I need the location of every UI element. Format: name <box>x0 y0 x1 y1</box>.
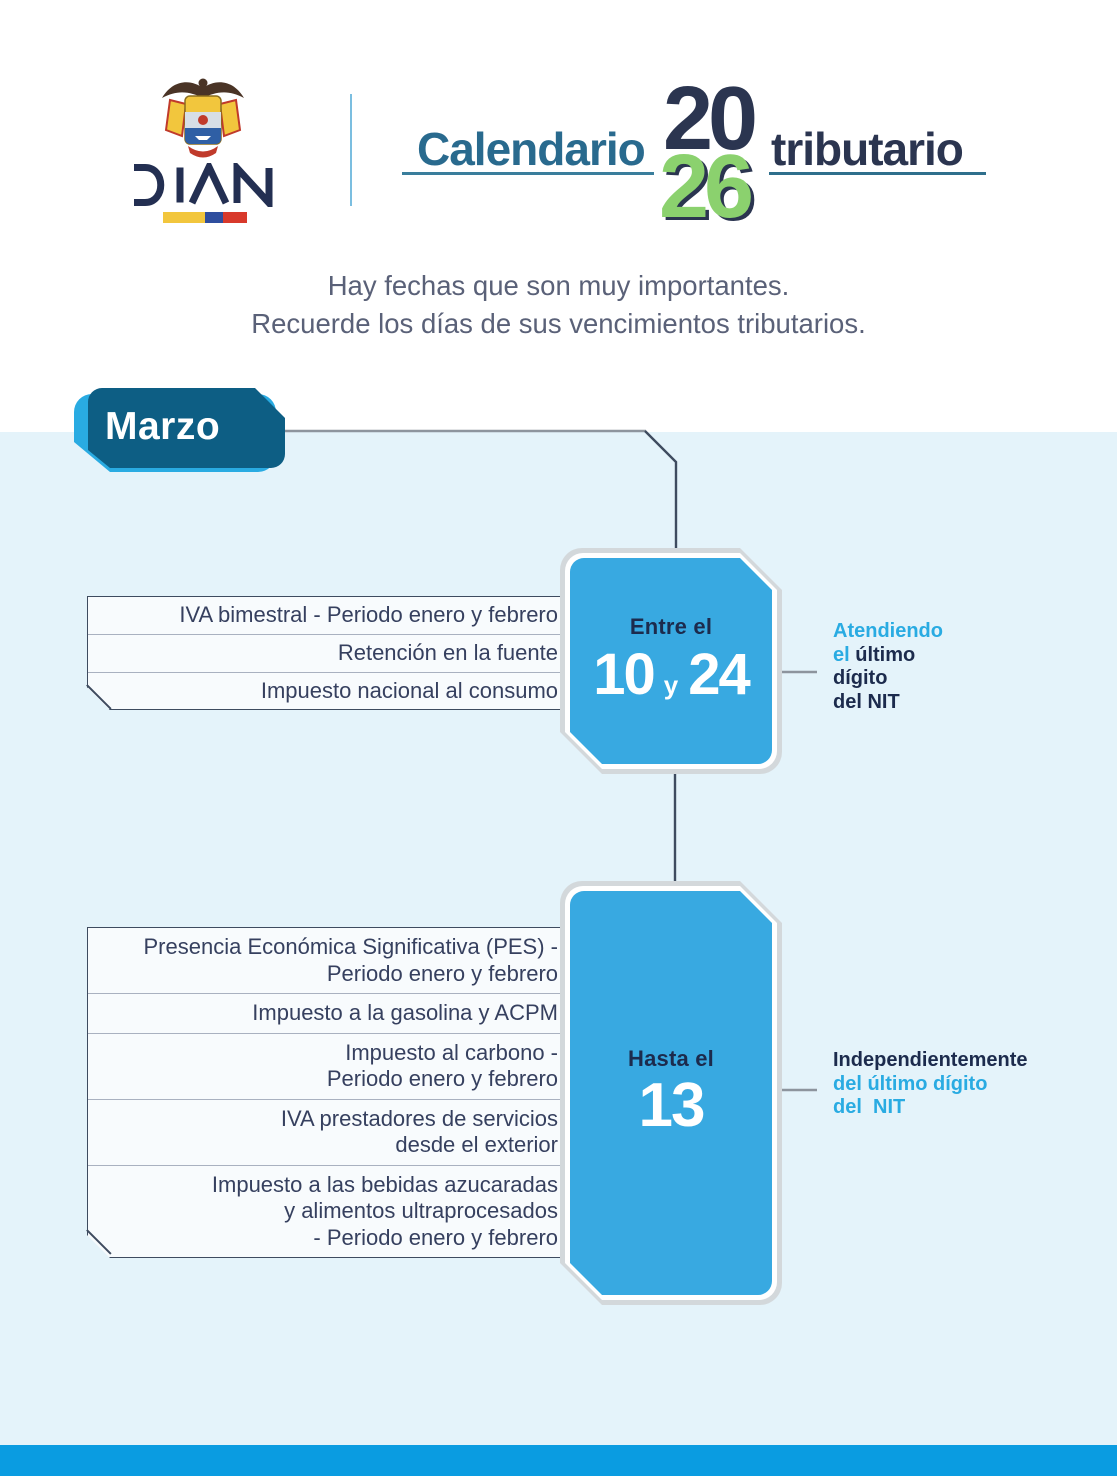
nit-note-2: Independientemente del último dígito del N… <box>833 1049 1027 1120</box>
intro-line-1: Hay fechas que son muy importantes. <box>327 270 790 301</box>
header-divider <box>350 94 352 206</box>
title-calendario: Calendario <box>417 123 646 175</box>
title-year-bottom: 26 <box>659 137 754 237</box>
month-badge: Marzo <box>88 388 285 468</box>
tax-row: Impuesto a las bebidas azucaradas y alim… <box>88 1165 571 1258</box>
date-card-hasta-el: Hasta el 13 <box>560 881 782 1305</box>
card-inner-border: Hasta el 13 <box>565 886 777 1300</box>
nit-note-1: Atendiendo el último dígito del NIT <box>833 620 943 714</box>
note-line: Independientemente <box>833 1049 1027 1073</box>
note-line: el último <box>833 644 943 668</box>
tax-row: IVA bimestral - Periodo enero y febrero <box>179 602 558 628</box>
note-segment: del NIT <box>833 690 900 713</box>
note-segment: Independientemente <box>833 1049 1028 1071</box>
title-year-top: 20 <box>663 69 758 169</box>
month-label: Marzo <box>105 405 221 448</box>
title-underline-left <box>402 172 654 175</box>
intro-line-2: Recuerde los días de sus vencimientos tr… <box>251 308 866 339</box>
day-start: 10 <box>593 641 654 707</box>
note-segment: del NIT <box>833 1096 906 1118</box>
day-conjunction: y <box>663 669 679 700</box>
tax-row: Impuesto nacional al consumo <box>88 672 571 710</box>
note-segment: del último dígito <box>833 1072 988 1095</box>
tax-row: Impuesto al carbono - Periodo enero y fe… <box>88 1033 571 1099</box>
note-line: del último dígito <box>833 1073 1027 1097</box>
card-inner-border: Entre el 10 y 24 <box>565 553 777 769</box>
card-face: Hasta el 13 <box>570 891 772 1295</box>
tax-row: IVA prestadores de servicios desde el ex… <box>88 1099 571 1165</box>
note-line: del NIT <box>833 1096 1027 1120</box>
tax-list-block-2: Presencia Económica Significativa (PES) … <box>87 927 572 1258</box>
note-segment: último <box>855 643 916 666</box>
title-underline-right <box>769 172 986 175</box>
flag-yellow <box>163 212 205 223</box>
footer-bar <box>0 1445 1117 1476</box>
note-segment: dígito <box>833 667 888 689</box>
day-end: 24 <box>688 641 749 707</box>
colombia-flag-bar <box>163 212 247 223</box>
note-line: Atendiendo <box>833 620 943 644</box>
card-face: Entre el 10 y 24 <box>570 558 772 764</box>
colombia-coat-of-arms-icon <box>162 78 244 158</box>
tax-list-block-1: IVA bimestral - Periodo enero y febrero R… <box>87 596 572 710</box>
title-tributario: tributario <box>771 123 964 175</box>
note-segment: Atendiendo <box>833 620 943 642</box>
note-segment: el <box>833 643 856 666</box>
tax-row: Impuesto a la gasolina y ACPM <box>88 993 571 1033</box>
dian-wordmark <box>134 163 273 207</box>
card-days: 10 y 24 <box>593 642 749 709</box>
flag-blue <box>205 212 223 223</box>
card-period-label: Entre el <box>629 613 713 639</box>
date-card-entre-el: Entre el 10 y 24 <box>560 548 782 774</box>
intro-text: Hay fechas que son muy importantes. Recu… <box>0 267 1117 343</box>
note-line: del NIT <box>833 691 943 715</box>
tax-row: Presencia Económica Significativa (PES) … <box>143 934 558 986</box>
tax-row: Retención en la fuente <box>88 634 571 672</box>
card-period-label: Hasta el <box>628 1045 714 1071</box>
note-line: dígito <box>833 667 943 691</box>
day-single: 13 <box>638 1070 704 1140</box>
flag-red <box>223 212 247 223</box>
